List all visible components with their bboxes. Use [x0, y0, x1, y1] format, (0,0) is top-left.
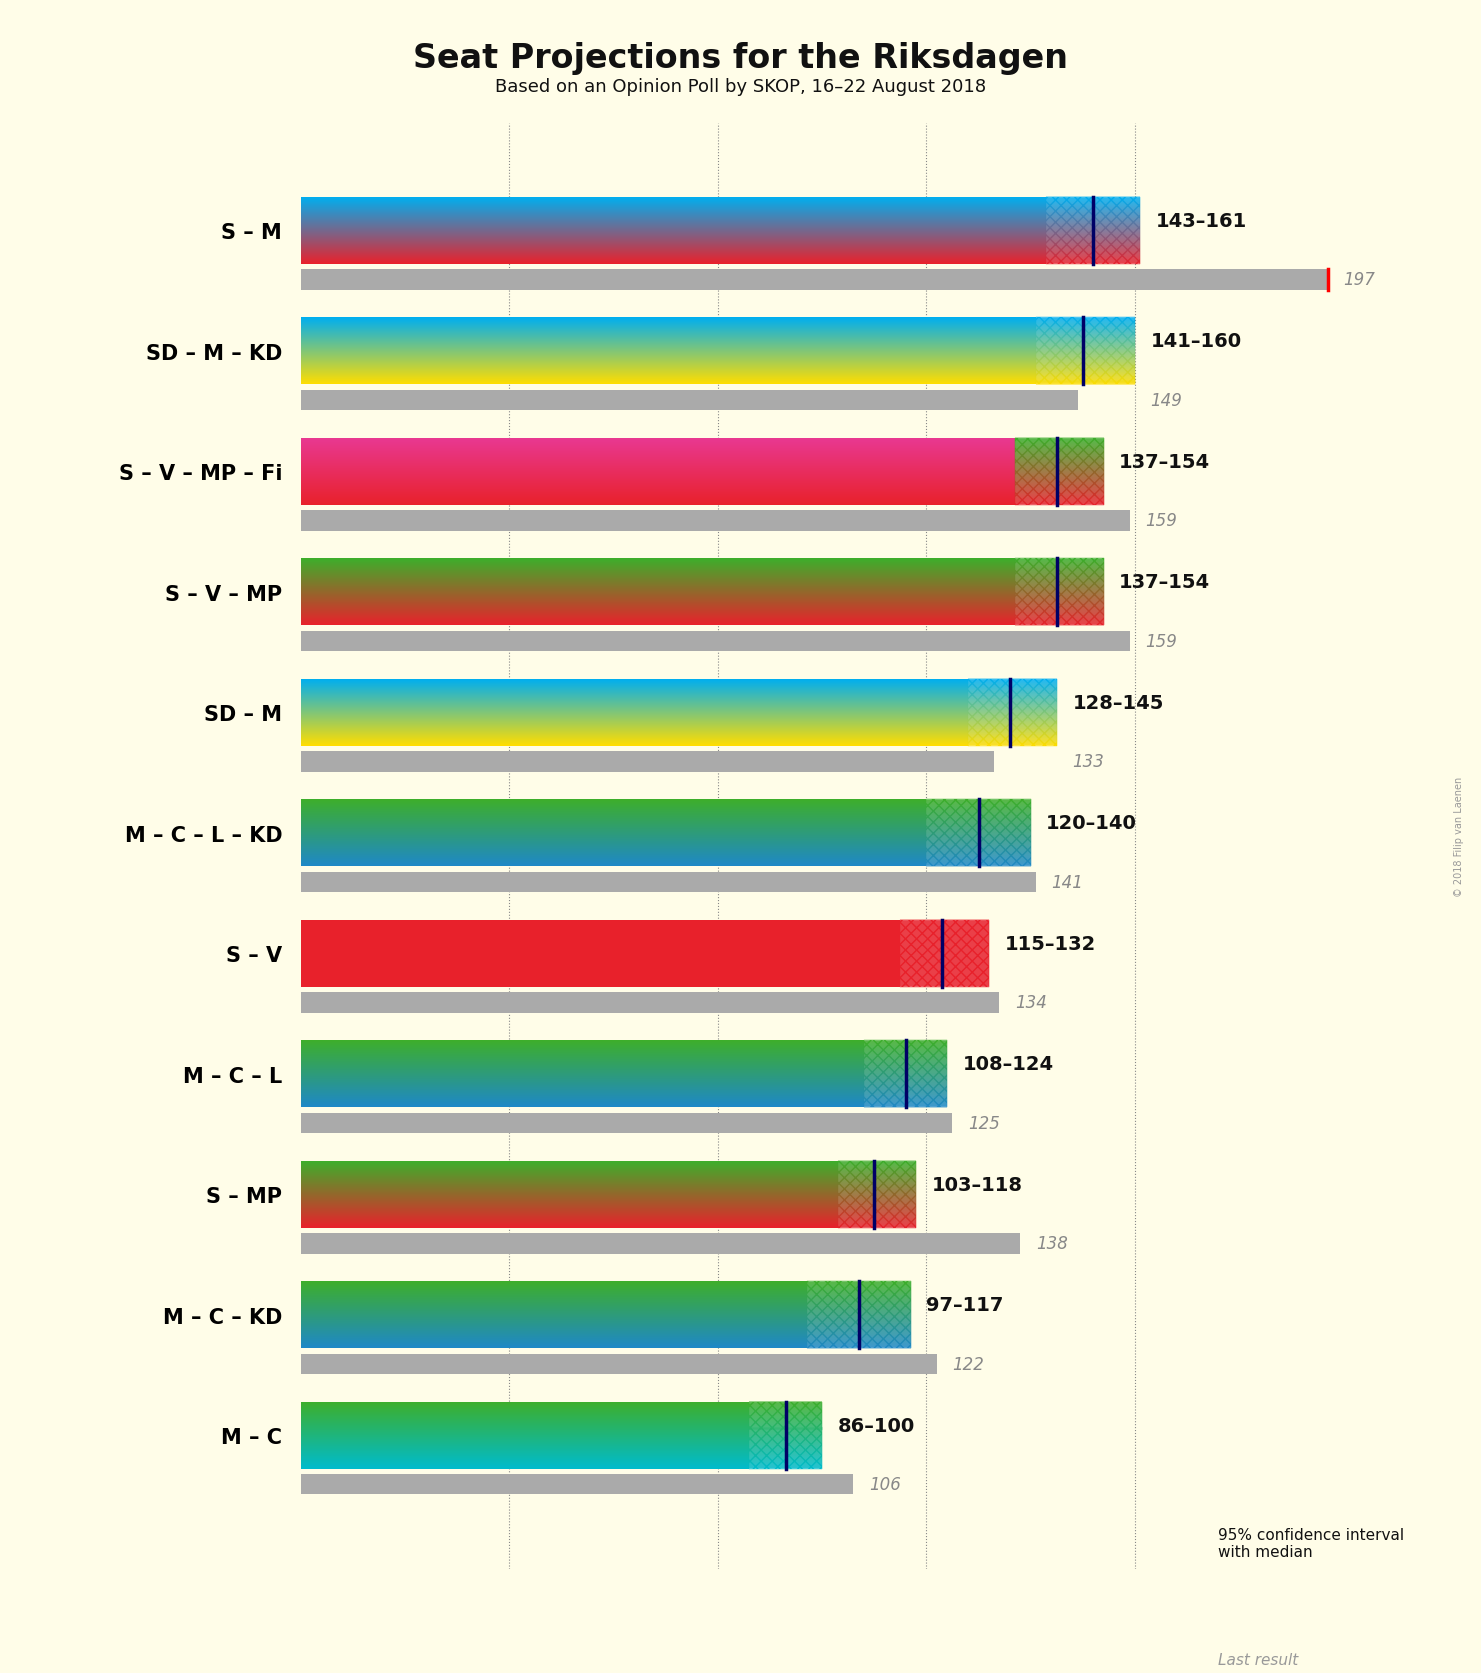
Bar [969, 679, 1057, 746]
Text: 115–132: 115–132 [1004, 934, 1096, 954]
Bar [301, 1474, 853, 1494]
Text: 95% confidence interval
with median: 95% confidence interval with median [1219, 1527, 1404, 1559]
Text: 137–154: 137–154 [1120, 452, 1210, 472]
Bar [807, 1282, 911, 1348]
Bar [1268, 1569, 1315, 1601]
Text: 138: 138 [1035, 1235, 1068, 1253]
Text: 120–140: 120–140 [1046, 813, 1137, 833]
Text: © 2018 Filip van Laenen: © 2018 Filip van Laenen [1454, 776, 1463, 897]
Bar [863, 1041, 948, 1108]
Text: 134: 134 [1014, 994, 1047, 1012]
Bar [301, 1353, 937, 1374]
Bar [301, 751, 994, 773]
Text: 106: 106 [869, 1476, 900, 1494]
Text: 128–145: 128–145 [1072, 693, 1164, 713]
Bar [301, 631, 1130, 652]
Bar [838, 1161, 915, 1228]
Bar [900, 920, 989, 987]
Bar [301, 992, 1000, 1012]
Text: Last result: Last result [1219, 1651, 1299, 1666]
Text: Based on an Opinion Poll by SKOP, 16–22 August 2018: Based on an Opinion Poll by SKOP, 16–22 … [495, 79, 986, 95]
Bar [301, 390, 1078, 412]
Bar [301, 269, 1328, 291]
Text: 97–117: 97–117 [927, 1295, 1004, 1315]
Bar [749, 1402, 822, 1469]
Bar [1014, 559, 1103, 626]
Text: 133: 133 [1072, 753, 1105, 771]
Text: 149: 149 [1151, 391, 1182, 410]
Text: Seat Projections for the Riksdagen: Seat Projections for the Riksdagen [413, 42, 1068, 75]
Text: 143–161: 143–161 [1155, 212, 1247, 231]
Text: 141: 141 [1052, 873, 1084, 892]
Bar [301, 1233, 1020, 1253]
Text: 197: 197 [1343, 271, 1376, 289]
Text: 137–154: 137–154 [1120, 572, 1210, 592]
Bar [301, 510, 1130, 532]
Bar [1219, 1569, 1265, 1601]
Bar [1035, 318, 1134, 385]
Text: 108–124: 108–124 [963, 1054, 1054, 1074]
Bar [301, 872, 1035, 892]
Text: 159: 159 [1145, 632, 1177, 651]
Bar [1014, 438, 1103, 505]
Bar [301, 1113, 952, 1133]
Text: 86–100: 86–100 [838, 1415, 915, 1435]
Bar [927, 800, 1031, 867]
Text: 103–118: 103–118 [932, 1174, 1022, 1195]
Text: 141–160: 141–160 [1151, 333, 1241, 351]
Bar [1046, 197, 1140, 264]
Bar [1268, 1569, 1315, 1601]
Text: 122: 122 [952, 1355, 985, 1374]
Text: 125: 125 [969, 1114, 1000, 1133]
Bar [1219, 1623, 1265, 1643]
Text: 159: 159 [1145, 512, 1177, 530]
